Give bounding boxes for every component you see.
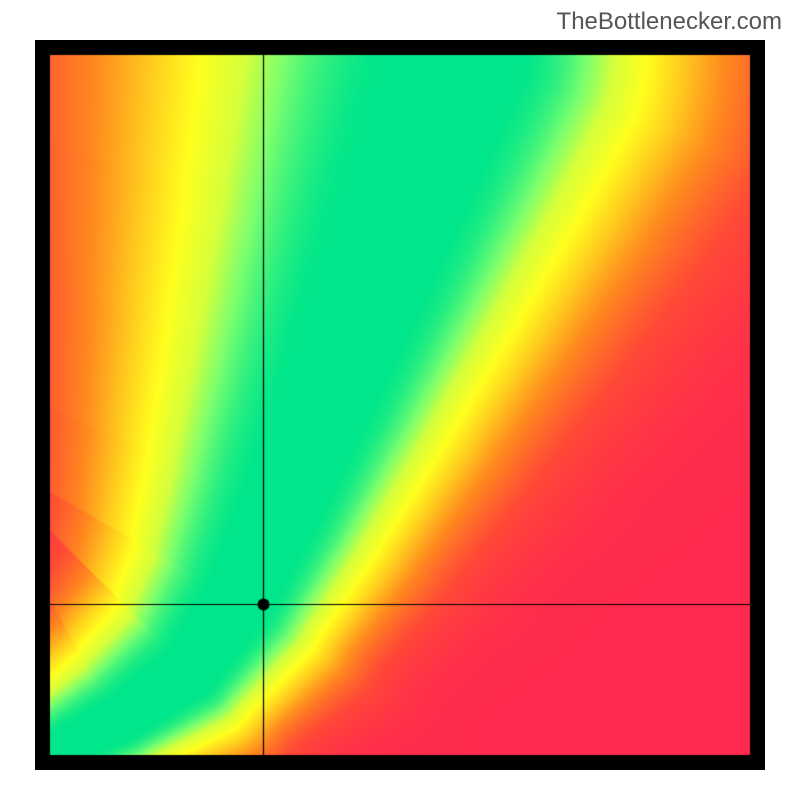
heatmap-plot [35,40,765,770]
chart-container: TheBottlenecker.com [0,0,800,800]
watermark-text: TheBottlenecker.com [557,8,782,36]
heatmap-canvas [35,40,765,770]
